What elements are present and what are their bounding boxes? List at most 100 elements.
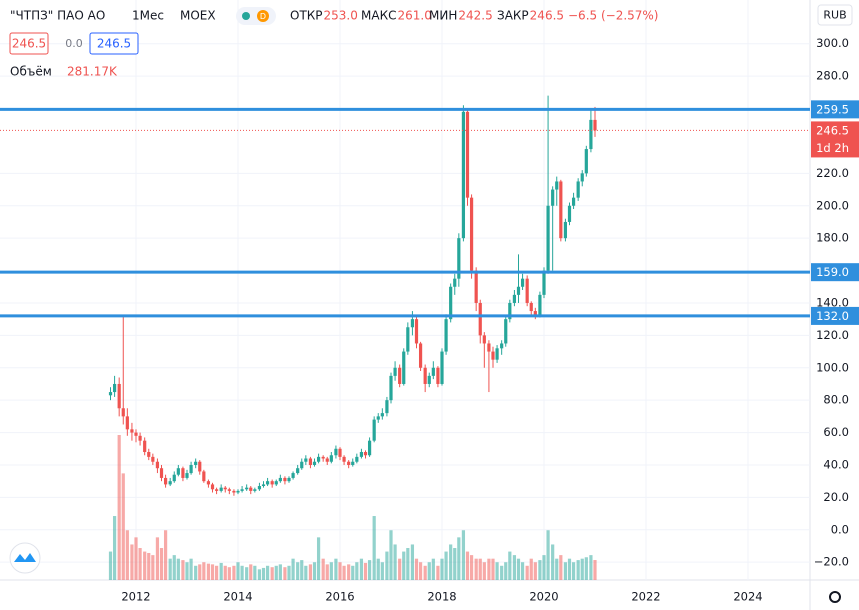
volume-bar: [312, 562, 317, 580]
volume-bar: [512, 555, 517, 580]
y-tick-label: 80.0: [823, 393, 849, 407]
interval: 1Мес: [132, 9, 164, 23]
candle-body: [347, 461, 351, 465]
candle-body: [457, 238, 461, 279]
volume-bar: [453, 548, 457, 580]
volume-bar: [436, 565, 440, 580]
logo[interactable]: [9, 542, 41, 574]
candle-body: [214, 489, 219, 491]
volume-bar: [296, 562, 300, 580]
candle-body: [321, 456, 325, 459]
volume-bar: [163, 530, 168, 580]
volume-bar: [457, 537, 461, 580]
currency: RUB: [823, 9, 846, 22]
y-tick-label: 100.0: [816, 360, 849, 374]
delay-icon: [257, 10, 269, 22]
symbol: "ЧТПЗ" ПАО АО: [10, 9, 105, 23]
volume-bar: [117, 435, 121, 580]
volume-bar: [168, 558, 172, 580]
candle-body: [300, 461, 304, 469]
candle-body: [533, 311, 537, 316]
candle-body: [546, 205, 550, 271]
volume-bar: [210, 564, 215, 580]
candle-body: [172, 474, 176, 482]
y-tick-label: 120.0: [816, 328, 849, 342]
y-tick-label: 60.0: [823, 425, 849, 439]
candle-body: [312, 461, 317, 465]
candle-body: [194, 461, 198, 465]
settings[interactable]: [829, 591, 841, 603]
level-label: 259.5: [816, 102, 849, 116]
buy-price: 246.5: [97, 37, 131, 51]
volume-bar: [240, 565, 244, 580]
last-price-label: 246.5: [816, 123, 849, 137]
volume-bar: [529, 558, 533, 580]
volume-bar: [351, 565, 355, 580]
candle-body: [130, 429, 134, 433]
candle-body: [376, 416, 380, 420]
candle-body: [469, 197, 474, 271]
y-tick-label: 40.0: [823, 457, 849, 471]
volume-bar: [427, 562, 431, 580]
stat-label: МИН: [429, 9, 457, 23]
volume-bar: [253, 565, 257, 580]
candle-body: [227, 489, 231, 491]
logo-mark: [14, 553, 36, 562]
volume-bar: [325, 564, 329, 580]
volume-bar: [542, 555, 546, 580]
volume-bar: [159, 548, 164, 580]
candle-body: [198, 461, 202, 472]
x-tick-label: 2012: [121, 590, 150, 604]
sell-price: 246.5: [12, 37, 46, 51]
buy-box[interactable]: [89, 32, 139, 55]
candle-body: [567, 205, 572, 222]
sell-box[interactable]: [9, 32, 49, 55]
candle-body: [474, 270, 478, 303]
volume-bar: [402, 551, 406, 580]
candle-body: [495, 348, 499, 360]
candle-body: [329, 455, 333, 462]
y-tick-label: 0.0: [831, 522, 849, 536]
volume-bar: [487, 558, 491, 580]
volume-bar: [533, 562, 537, 580]
volume-bar: [376, 558, 380, 580]
candle-body: [576, 181, 580, 198]
y-tick-label: 300.0: [816, 36, 849, 50]
candle-body: [589, 119, 593, 150]
candle-body: [461, 111, 466, 239]
candle-body: [431, 367, 435, 376]
candle-body: [155, 461, 160, 469]
volume-bar: [474, 558, 478, 580]
candle-body: [176, 468, 180, 475]
volume-bar: [520, 562, 525, 580]
volume-bar: [495, 562, 499, 580]
candle-body: [508, 302, 512, 320]
volume-bar: [121, 473, 125, 580]
volume-bar: [227, 567, 231, 580]
candle-body: [465, 111, 470, 198]
header: "ЧТПЗ" ПАО АО 1Мес MOEX D 246.5 0.0 246.…: [9, 4, 853, 79]
volume-bar: [478, 558, 482, 580]
x-tick-label: 2020: [529, 590, 558, 604]
candle-body: [261, 484, 266, 487]
volume-bar: [525, 565, 529, 580]
volume-bar: [155, 537, 160, 580]
volume-bar: [367, 560, 372, 580]
currency-box[interactable]: [817, 4, 853, 26]
volume-bar: [130, 544, 134, 580]
candle-body: [423, 367, 427, 384]
volume-bar: [571, 562, 576, 580]
exchange: MOEX: [180, 9, 216, 23]
candle-body: [308, 458, 313, 465]
volume-bar: [567, 558, 572, 580]
x-tick-label: 2024: [733, 590, 762, 604]
stat-label: ОТКР: [290, 9, 323, 23]
candle-body: [342, 456, 346, 462]
level-label-box: [811, 263, 859, 282]
volume-bar: [236, 562, 240, 580]
stat-label: ЗАКР: [497, 9, 529, 23]
volume-bar: [291, 558, 295, 580]
volume-bar: [580, 558, 584, 580]
volume-bar: [423, 565, 427, 580]
